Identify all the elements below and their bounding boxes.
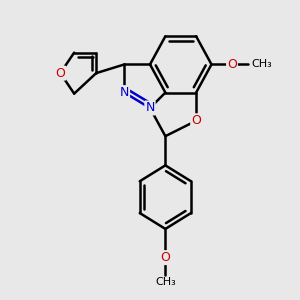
Text: O: O — [191, 114, 201, 127]
Text: N: N — [120, 86, 129, 99]
Text: N: N — [145, 101, 155, 115]
Text: O: O — [56, 67, 65, 80]
Text: O: O — [160, 251, 170, 264]
Text: CH₃: CH₃ — [155, 277, 176, 286]
Text: CH₃: CH₃ — [251, 59, 272, 69]
Text: O: O — [227, 58, 237, 71]
